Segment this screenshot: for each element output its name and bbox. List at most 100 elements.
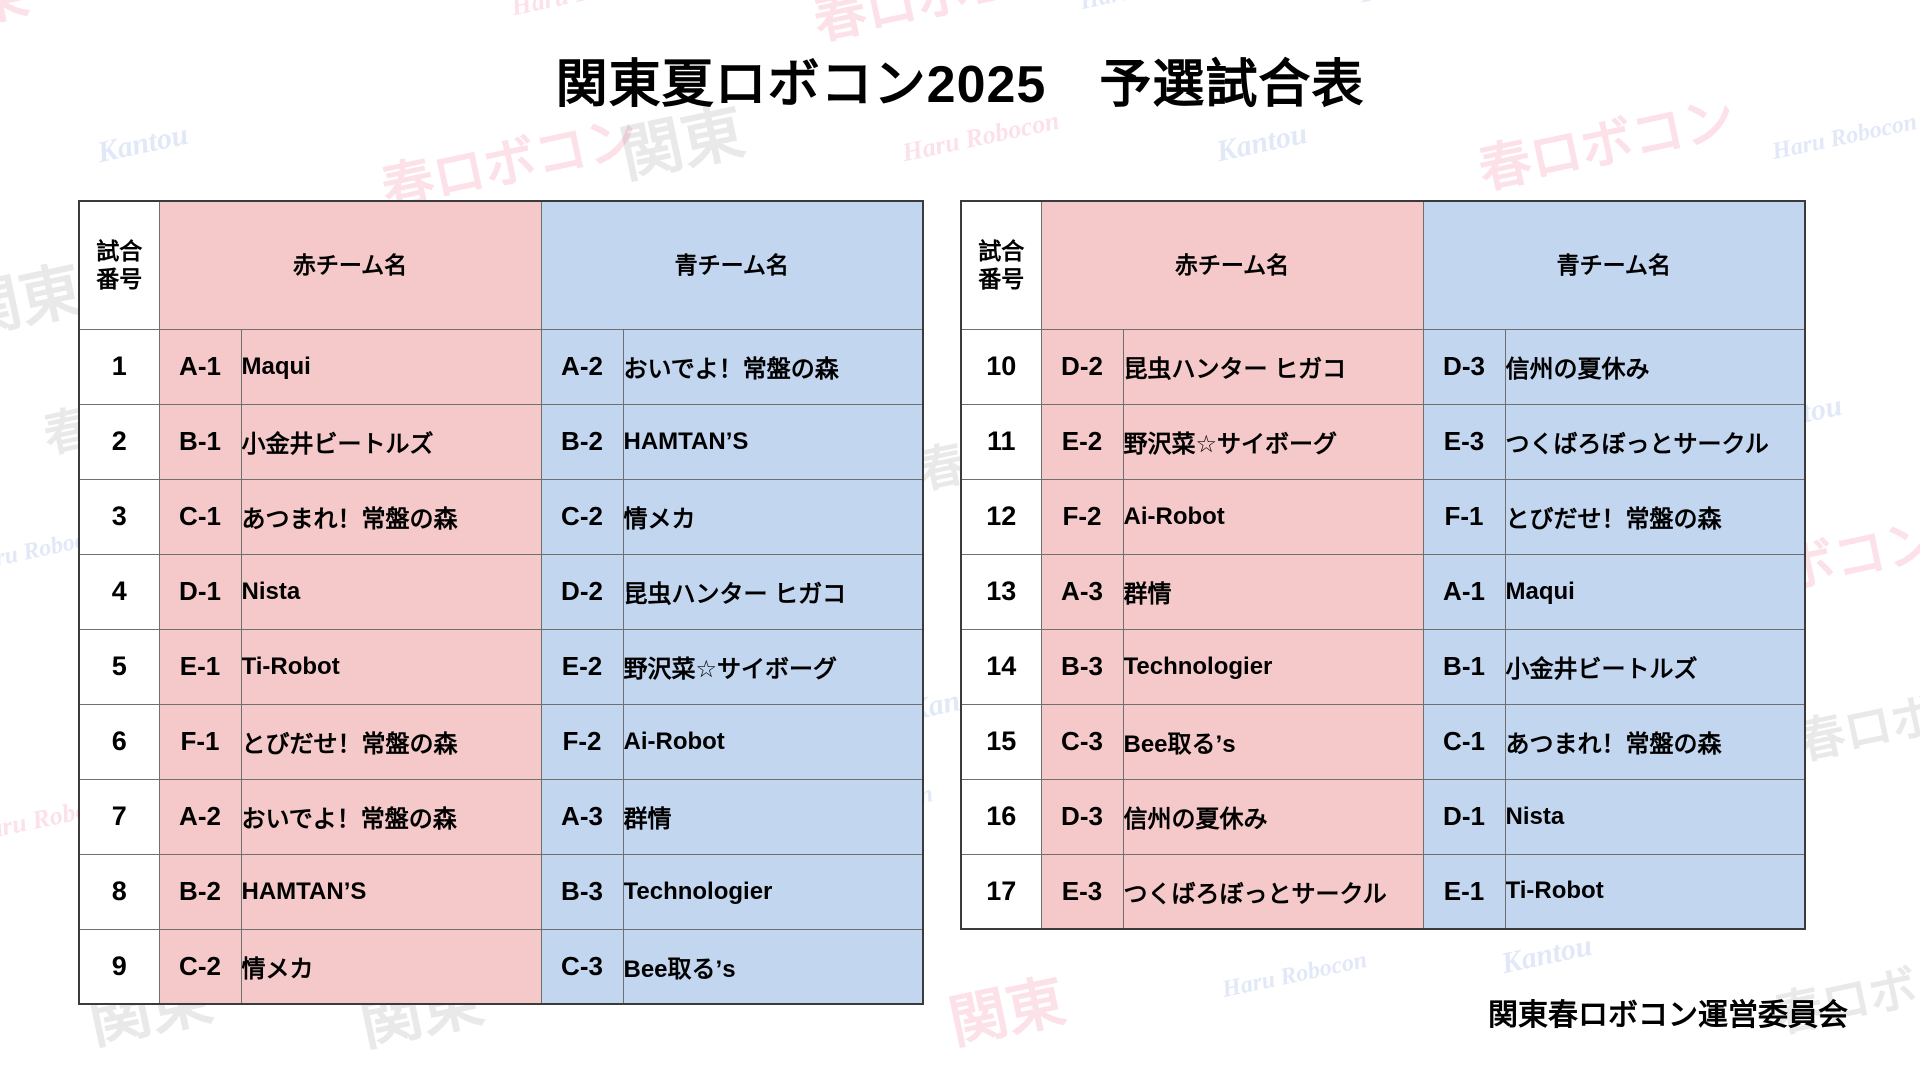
red-team-name-cell: 群情 bbox=[1122, 553, 1424, 630]
blue-team-code-cell: D-1 bbox=[1422, 778, 1506, 855]
blue-team-code-cell: B-1 bbox=[1422, 628, 1506, 705]
blue-team-code-cell: C-3 bbox=[540, 928, 624, 1005]
table-row: 3 C-1 あつまれ！常盤の森 C-2 情メカ bbox=[78, 478, 924, 555]
red-team-name-cell: 情メカ bbox=[240, 928, 542, 1005]
red-team-name-cell: つくばろぼっとサークル bbox=[1122, 853, 1424, 930]
match-number-cell: 17 bbox=[960, 853, 1042, 930]
blue-team-code-cell: A-3 bbox=[540, 778, 624, 855]
red-team-code-cell: E-1 bbox=[158, 628, 242, 705]
red-team-code-cell: D-1 bbox=[158, 553, 242, 630]
red-team-code-cell: B-3 bbox=[1040, 628, 1124, 705]
red-team-code-cell: C-1 bbox=[158, 478, 242, 555]
red-team-name-cell: Ai-Robot bbox=[1122, 478, 1424, 555]
red-team-name-cell: 小金井ビートルズ bbox=[240, 403, 542, 480]
table-body-left: 1 A-1 Maqui A-2 おいでよ！常盤の森 2 B-1 小金井ビートルズ B-2 HAMT… bbox=[78, 328, 924, 1005]
blue-team-name-cell: つくばろぼっとサークル bbox=[1504, 403, 1806, 480]
match-number-cell: 7 bbox=[78, 778, 160, 855]
match-number-cell: 9 bbox=[78, 928, 160, 1005]
header-red-team: 赤チーム名 bbox=[1040, 200, 1424, 330]
match-number-cell: 10 bbox=[960, 328, 1042, 405]
table-row: 4 D-1 Nista D-2 昆虫ハンター ヒガコ bbox=[78, 553, 924, 630]
blue-team-code-cell: E-3 bbox=[1422, 403, 1506, 480]
red-team-name-cell: Bee取る’s bbox=[1122, 703, 1424, 780]
match-table: 試合 番号 赤チーム名 青チーム名 1 A-1 Maqui A-2 おいでよ！常盤の森 2… bbox=[78, 200, 924, 1005]
red-team-name-cell: おいでよ！常盤の森 bbox=[240, 778, 542, 855]
match-number-cell: 11 bbox=[960, 403, 1042, 480]
red-team-name-cell: Nista bbox=[240, 553, 542, 630]
blue-team-name-cell: 小金井ビートルズ bbox=[1504, 628, 1806, 705]
match-number-cell: 1 bbox=[78, 328, 160, 405]
red-team-code-cell: E-2 bbox=[1040, 403, 1124, 480]
match-number-cell: 4 bbox=[78, 553, 160, 630]
blue-team-name-cell: おいでよ！常盤の森 bbox=[622, 328, 924, 405]
blue-team-code-cell: E-1 bbox=[1422, 853, 1506, 930]
red-team-code-cell: F-1 bbox=[158, 703, 242, 780]
red-team-name-cell: Maqui bbox=[240, 328, 542, 405]
table-row: 1 A-1 Maqui A-2 おいでよ！常盤の森 bbox=[78, 328, 924, 405]
match-table-left: 試合 番号 赤チーム名 青チーム名 1 A-1 Maqui A-2 おいでよ！常盤の森 2… bbox=[78, 200, 924, 1005]
table-row: 7 A-2 おいでよ！常盤の森 A-3 群情 bbox=[78, 778, 924, 855]
match-table: 試合 番号 赤チーム名 青チーム名 10 D-2 昆虫ハンター ヒガコ D-3 信州の夏… bbox=[960, 200, 1806, 930]
red-team-name-cell: Ti-Robot bbox=[240, 628, 542, 705]
red-team-name-cell: HAMTAN’S bbox=[240, 853, 542, 930]
blue-team-name-cell: とびだせ！常盤の森 bbox=[1504, 478, 1806, 555]
red-team-name-cell: 昆虫ハンター ヒガコ bbox=[1122, 328, 1424, 405]
table-row: 6 F-1 とびだせ！常盤の森 F-2 Ai-Robot bbox=[78, 703, 924, 780]
table-row: 11 E-2 野沢菜☆サイボーグ E-3 つくばろぼっとサークル bbox=[960, 403, 1806, 480]
red-team-code-cell: A-1 bbox=[158, 328, 242, 405]
organizer-footer: 関東春ロボコン運営委員会 bbox=[1488, 999, 1848, 1032]
red-team-code-cell: F-2 bbox=[1040, 478, 1124, 555]
blue-team-name-cell: Nista bbox=[1504, 778, 1806, 855]
blue-team-name-cell: Maqui bbox=[1504, 553, 1806, 630]
blue-team-code-cell: B-3 bbox=[540, 853, 624, 930]
match-table-right: 試合 番号 赤チーム名 青チーム名 10 D-2 昆虫ハンター ヒガコ D-3 信州の夏… bbox=[960, 200, 1806, 930]
red-team-code-cell: C-3 bbox=[1040, 703, 1124, 780]
table-row: 5 E-1 Ti-Robot E-2 野沢菜☆サイボーグ bbox=[78, 628, 924, 705]
blue-team-code-cell: C-1 bbox=[1422, 703, 1506, 780]
header-blue-team: 青チーム名 bbox=[1422, 200, 1806, 330]
blue-team-code-cell: C-2 bbox=[540, 478, 624, 555]
red-team-code-cell: D-2 bbox=[1040, 328, 1124, 405]
blue-team-name-cell: 昆虫ハンター ヒガコ bbox=[622, 553, 924, 630]
header-match-number-line1: 試合 bbox=[96, 237, 143, 264]
page-title: 関東夏ロボコン2025 予選試合表 bbox=[555, 56, 1365, 114]
table-row: 10 D-2 昆虫ハンター ヒガコ D-3 信州の夏休み bbox=[960, 328, 1806, 405]
blue-team-name-cell: あつまれ！常盤の森 bbox=[1504, 703, 1806, 780]
table-header: 試合 番号 赤チーム名 青チーム名 bbox=[78, 200, 924, 330]
match-number-cell: 16 bbox=[960, 778, 1042, 855]
table-row: 13 A-3 群情 A-1 Maqui bbox=[960, 553, 1806, 630]
match-number-cell: 3 bbox=[78, 478, 160, 555]
blue-team-code-cell: D-2 bbox=[540, 553, 624, 630]
red-team-code-cell: A-3 bbox=[1040, 553, 1124, 630]
red-team-name-cell: 野沢菜☆サイボーグ bbox=[1122, 403, 1424, 480]
table-body-right: 10 D-2 昆虫ハンター ヒガコ D-3 信州の夏休み 11 E-2 野沢菜☆サイボーグ E-… bbox=[960, 328, 1806, 930]
blue-team-name-cell: Technologier bbox=[622, 853, 924, 930]
blue-team-code-cell: A-1 bbox=[1422, 553, 1506, 630]
header-match-number: 試合 番号 bbox=[960, 200, 1042, 330]
blue-team-name-cell: 野沢菜☆サイボーグ bbox=[622, 628, 924, 705]
match-number-cell: 13 bbox=[960, 553, 1042, 630]
match-number-cell: 2 bbox=[78, 403, 160, 480]
table-row: 9 C-2 情メカ C-3 Bee取る’s bbox=[78, 928, 924, 1005]
red-team-code-cell: D-3 bbox=[1040, 778, 1124, 855]
blue-team-name-cell: Ai-Robot bbox=[622, 703, 924, 780]
red-team-name-cell: Technologier bbox=[1122, 628, 1424, 705]
red-team-name-cell: あつまれ！常盤の森 bbox=[240, 478, 542, 555]
blue-team-code-cell: A-2 bbox=[540, 328, 624, 405]
blue-team-code-cell: E-2 bbox=[540, 628, 624, 705]
table-row: 16 D-3 信州の夏休み D-1 Nista bbox=[960, 778, 1806, 855]
blue-team-name-cell: Ti-Robot bbox=[1504, 853, 1806, 930]
match-number-cell: 15 bbox=[960, 703, 1042, 780]
match-number-cell: 14 bbox=[960, 628, 1042, 705]
header-match-number-line2: 番号 bbox=[978, 266, 1025, 293]
match-number-cell: 5 bbox=[78, 628, 160, 705]
red-team-code-cell: B-2 bbox=[158, 853, 242, 930]
table-row: 2 B-1 小金井ビートルズ B-2 HAMTAN’S bbox=[78, 403, 924, 480]
red-team-name-cell: 信州の夏休み bbox=[1122, 778, 1424, 855]
red-team-code-cell: C-2 bbox=[158, 928, 242, 1005]
red-team-name-cell: とびだせ！常盤の森 bbox=[240, 703, 542, 780]
red-team-code-cell: B-1 bbox=[158, 403, 242, 480]
blue-team-code-cell: F-2 bbox=[540, 703, 624, 780]
